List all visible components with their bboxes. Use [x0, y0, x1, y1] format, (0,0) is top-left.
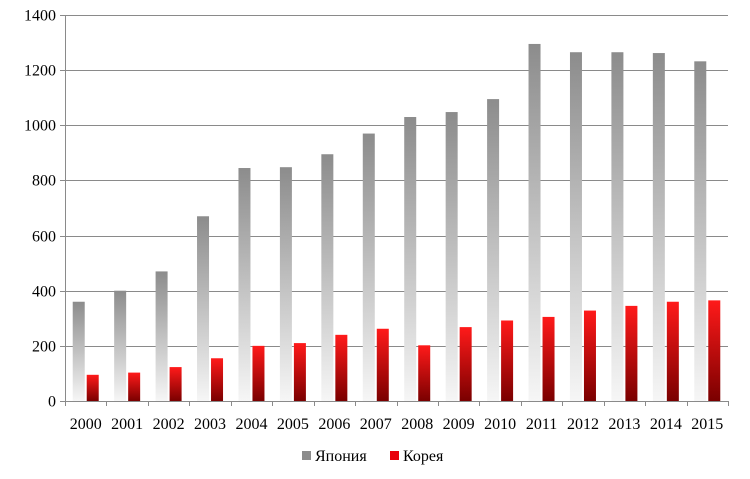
- x-tick-label: 2013: [608, 416, 640, 433]
- bar-korea: [625, 305, 638, 401]
- x-tick-label: 2007: [360, 416, 392, 433]
- bar-korea: [542, 316, 555, 401]
- y-tick-label: 800: [32, 173, 56, 190]
- y-tick-label: 600: [32, 229, 56, 246]
- bar-japan: [279, 167, 292, 401]
- bar-japan: [611, 52, 624, 401]
- bar-japan: [404, 117, 417, 401]
- bar-japan: [694, 61, 707, 401]
- bar-japan: [72, 301, 85, 401]
- x-tick-label: 2001: [111, 416, 143, 433]
- x-tick-label: 2005: [277, 416, 309, 433]
- x-tick-label: 2011: [526, 416, 557, 433]
- bar-japan: [197, 216, 210, 401]
- bar-korea: [252, 345, 265, 401]
- bar-japan: [321, 154, 334, 401]
- x-tick-labels: 2000 2001 2002 2003 2004 2005 2006 2007 2008 2009…: [70, 416, 724, 433]
- bar-korea: [335, 334, 348, 401]
- bar-korea: [169, 367, 182, 401]
- bar-korea: [418, 345, 431, 401]
- x-tick-label: 2009: [443, 416, 475, 433]
- bar-japan: [362, 133, 375, 402]
- x-tick-label: 2008: [401, 416, 433, 433]
- x-tick-label: 2002: [153, 416, 185, 433]
- bar-korea: [501, 320, 514, 401]
- bar-korea: [583, 310, 596, 401]
- legend-label-japan: Япония: [315, 448, 367, 465]
- axes: [60, 15, 729, 406]
- bars: [72, 43, 721, 402]
- y-tick-label: 0: [48, 394, 56, 411]
- legend-label-korea: Корея: [403, 448, 444, 465]
- x-tick-label: 2003: [194, 416, 226, 433]
- x-tick-label: 2006: [318, 416, 350, 433]
- x-tick-label: 2015: [691, 416, 723, 433]
- x-tick-label: 2000: [70, 416, 102, 433]
- bar-japan: [569, 52, 582, 401]
- y-tick-labels: 0 200 400 600 800 1000 1200 1400: [24, 8, 56, 411]
- bar-japan: [445, 112, 458, 402]
- gridlines: [65, 15, 728, 347]
- legend-swatch-japan: [302, 451, 311, 460]
- bar-korea: [459, 327, 472, 401]
- bar-korea: [211, 358, 224, 401]
- bar-korea: [86, 374, 99, 401]
- legend-swatch-korea: [390, 451, 399, 460]
- bar-japan: [238, 168, 251, 401]
- bar-japan: [652, 53, 665, 401]
- bar-korea: [708, 300, 721, 401]
- x-tick-label: 2012: [567, 416, 599, 433]
- bar-japan: [487, 99, 500, 401]
- bar-japan: [155, 271, 168, 401]
- y-tick-label: 1000: [24, 118, 56, 135]
- bar-korea: [293, 343, 306, 401]
- y-tick-label: 1200: [24, 63, 56, 80]
- legend: Япония Корея: [302, 448, 444, 465]
- y-tick-label: 400: [32, 284, 56, 301]
- y-tick-label: 200: [32, 339, 56, 356]
- bar-japan: [528, 43, 541, 401]
- y-tick-label: 1400: [24, 8, 56, 25]
- bar-korea: [376, 328, 389, 401]
- bar-japan: [114, 290, 127, 401]
- x-tick-label: 2004: [235, 416, 267, 433]
- x-tick-label: 2010: [484, 416, 516, 433]
- x-tick-label: 2014: [650, 416, 682, 433]
- bar-korea: [128, 372, 141, 401]
- bar-korea: [666, 301, 679, 401]
